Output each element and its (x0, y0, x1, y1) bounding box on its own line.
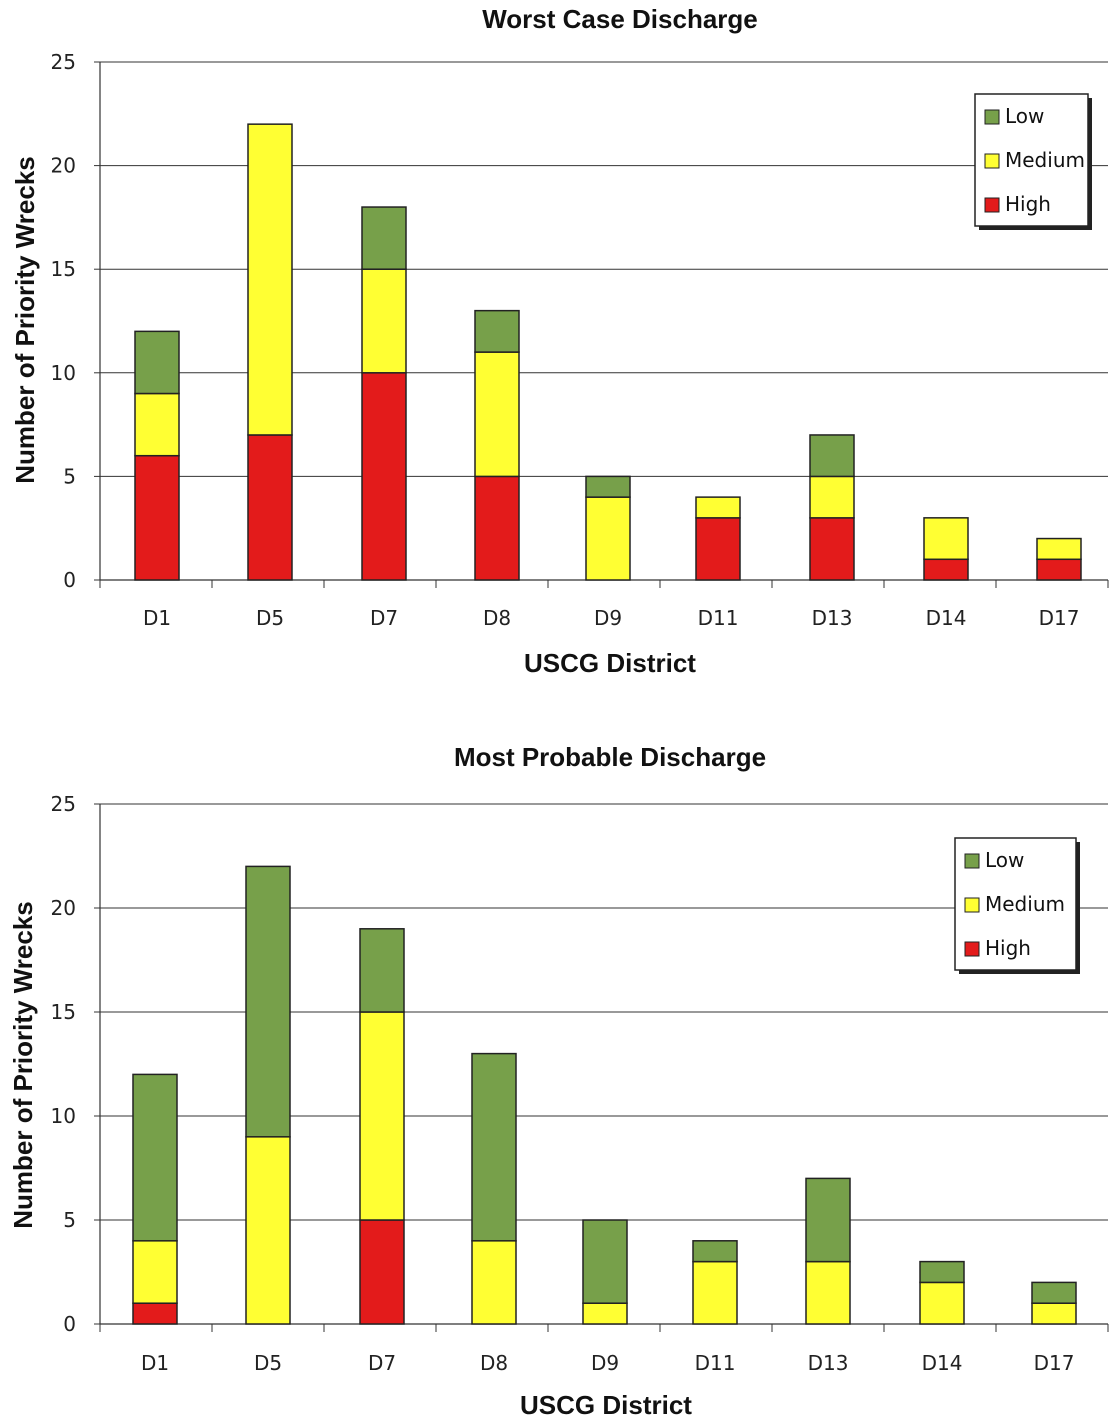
y-axis-title: Number of Priority Wrecks (8, 901, 38, 1229)
bar-low-d8 (474, 309, 520, 353)
bar-low-d9 (585, 475, 631, 498)
bar-medium-d13 (805, 1260, 851, 1325)
bar-high-d5 (247, 434, 293, 581)
bar-medium-d11 (692, 1260, 738, 1325)
y-tick-label: 20 (51, 154, 76, 178)
y-tick-label: 20 (51, 896, 76, 920)
x-tick-label: D17 (1034, 1351, 1075, 1375)
x-tick-label: D1 (141, 1351, 169, 1375)
bar-low-d1 (134, 330, 180, 395)
y-axis-title: Number of Priority Wrecks (10, 156, 40, 484)
bar-high-d14 (923, 558, 969, 581)
chart-title: Most Probable Discharge (454, 742, 766, 772)
bar-low-d5 (245, 865, 291, 1138)
bar-high-d17 (1036, 558, 1082, 581)
bar-medium-d17 (1036, 537, 1082, 561)
x-tick-label: D13 (812, 606, 853, 630)
worst-case-discharge-chart: Worst Case Discharge 0 5 10 15 20 25 D1 D5 D7 D8 D… (10, 4, 1109, 678)
bar-medium-d7 (359, 1011, 405, 1221)
plot-area: 0 5 10 15 20 25 D1 D5 D7 D8 D9 D11 D13 D14 D17 Low Mediu… (51, 792, 1109, 1375)
legend-swatch-low (964, 853, 980, 869)
bar-low-d7 (359, 928, 405, 1013)
y-tick-label: 0 (63, 568, 76, 592)
x-tick-label: D17 (1039, 606, 1080, 630)
y-tick-label: 15 (51, 1000, 76, 1024)
y-tick-label: 5 (63, 464, 76, 488)
bar-low-d17 (1031, 1281, 1077, 1304)
bar-medium-d5 (245, 1136, 291, 1325)
bar-medium-d1 (132, 1240, 178, 1304)
x-tick-label: D7 (370, 606, 398, 630)
bar-medium-d13 (809, 475, 855, 519)
bar-high-d1 (134, 454, 180, 581)
bar-low-d13 (809, 434, 855, 478)
x-tick-label: D1 (143, 606, 171, 630)
x-tick-label: D14 (926, 606, 967, 630)
legend-label-medium: Medium (985, 892, 1065, 916)
y-tick-label: 25 (51, 792, 76, 816)
x-tick-label: D5 (256, 606, 284, 630)
legend-label-medium: Medium (1005, 148, 1085, 172)
legend-label-low: Low (1005, 104, 1044, 128)
bar-medium-d5 (247, 123, 293, 436)
legend-label-high: High (1005, 192, 1051, 216)
legend: Low Medium High (954, 837, 1080, 974)
legend-swatch-medium (984, 153, 1000, 169)
y-tick-label: 10 (51, 1104, 76, 1128)
plot-area: 0 5 10 15 20 25 D1 D5 D7 D8 D9 D11 D13 D14 D17 Low Mediu… (51, 50, 1109, 630)
bar-low-d7 (361, 206, 407, 270)
bar-medium-d14 (923, 517, 969, 561)
x-tick-label: D11 (698, 606, 739, 630)
bar-high-d7 (359, 1219, 405, 1325)
bar-low-d8 (471, 1052, 517, 1242)
bar-high-d11 (695, 517, 741, 581)
most-probable-discharge-chart: Most Probable Discharge 0 5 10 15 20 25 D1 D5 D7… (8, 742, 1109, 1420)
bar-medium-d17 (1031, 1302, 1077, 1325)
x-tick-label: D8 (480, 1351, 508, 1375)
bar-medium-d14 (919, 1281, 965, 1325)
bar-high-d7 (361, 372, 407, 581)
x-tick-label: D8 (483, 606, 511, 630)
x-tick-label: D14 (922, 1351, 963, 1375)
legend-swatch-low (984, 109, 1000, 125)
bar-low-d14 (919, 1260, 965, 1284)
bar-high-d8 (474, 475, 520, 581)
bar-low-d13 (805, 1177, 851, 1263)
bar-medium-d1 (134, 392, 180, 457)
x-tick-label: D5 (254, 1351, 282, 1375)
y-tick-label: 10 (51, 361, 76, 385)
bar-high-d1 (132, 1302, 178, 1325)
x-tick-label: D11 (695, 1351, 736, 1375)
y-tick-label: 25 (51, 50, 76, 74)
bar-low-d9 (582, 1219, 628, 1304)
chart-title: Worst Case Discharge (482, 4, 758, 34)
legend-swatch-medium (964, 897, 980, 913)
x-tick-label: D9 (591, 1351, 619, 1375)
legend-swatch-high (984, 197, 1000, 213)
x-axis-title: USCG District (524, 648, 696, 678)
legend: Low Medium High (974, 93, 1092, 230)
legend-label-high: High (985, 936, 1031, 960)
x-axis-title: USCG District (520, 1390, 692, 1420)
bar-medium-d9 (582, 1302, 628, 1325)
bar-medium-d8 (474, 351, 520, 478)
legend-label-low: Low (985, 848, 1024, 872)
bar-medium-d9 (585, 496, 631, 581)
bar-high-d13 (809, 517, 855, 581)
y-tick-label: 5 (63, 1208, 76, 1232)
bar-low-d1 (132, 1073, 178, 1242)
x-tick-label: D13 (808, 1351, 849, 1375)
bar-medium-d7 (361, 268, 407, 374)
legend-swatch-high (964, 941, 980, 957)
y-tick-label: 15 (51, 257, 76, 281)
bar-low-d11 (692, 1240, 738, 1263)
bar-medium-d8 (471, 1240, 517, 1325)
x-tick-label: D7 (368, 1351, 396, 1375)
x-tick-label: D9 (594, 606, 622, 630)
y-tick-label: 0 (63, 1312, 76, 1336)
bar-medium-d11 (695, 496, 741, 519)
